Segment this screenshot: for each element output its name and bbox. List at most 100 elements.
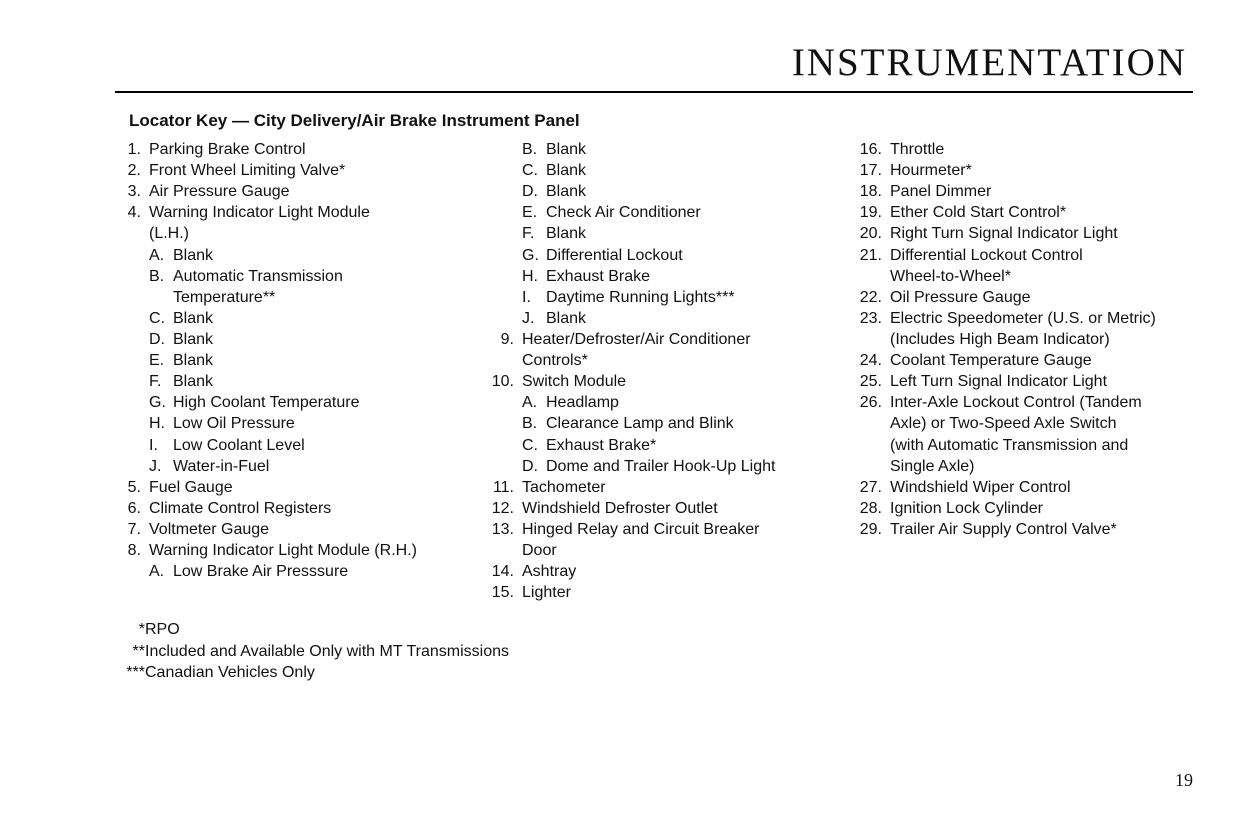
list-item: 11.Tachometer: [488, 477, 838, 498]
subitem-letter: A.: [149, 561, 167, 582]
list-item: A. Headlamp: [488, 392, 838, 413]
list-item: B.Blank: [488, 139, 838, 160]
footnote-mark: *: [115, 619, 145, 640]
item-text: Throttle: [890, 139, 1216, 160]
list-item: C.Blank: [488, 160, 838, 181]
footnote-mark: **: [115, 641, 145, 662]
subitem-text: Low Coolant Level: [173, 435, 470, 456]
subitem-text: Low Brake Air Presssure: [173, 561, 470, 582]
list-item: 28. Ignition Lock Cylinder: [856, 498, 1216, 519]
list-item: Controls*: [488, 350, 838, 371]
list-item: B.Clearance Lamp and Blink: [488, 413, 838, 434]
list-item: J.Water-in-Fuel: [115, 456, 470, 477]
item-number: 17.: [856, 160, 882, 181]
item-text: Fuel Gauge: [149, 477, 470, 498]
list-item: 12.Windshield Defroster Outlet: [488, 498, 838, 519]
list-item: (L.H.): [115, 223, 470, 244]
subitem-letter: I.: [522, 287, 540, 308]
item-text-continuation: Controls*: [522, 350, 838, 371]
item-text: Parking Brake Control: [149, 139, 470, 160]
subitem-text: Headlamp: [546, 392, 838, 413]
list-item: 19.Ether Cold Start Control*: [856, 202, 1216, 223]
list-item: 8.Warning Indicator Light Module (R.H.): [115, 540, 470, 561]
item-number: 4.: [115, 202, 141, 223]
item-text: Hinged Relay and Circuit Breaker: [522, 519, 838, 540]
list-item: E. Blank: [115, 350, 470, 371]
subitem-text: Exhaust Brake*: [546, 435, 838, 456]
list-item: E.Check Air Conditioner: [488, 202, 838, 223]
list-item: H.Low Oil Pressure: [115, 413, 470, 434]
subitem-text: Dome and Trailer Hook-Up Light: [546, 456, 838, 477]
item-text: Coolant Temperature Gauge: [890, 350, 1216, 371]
list-item: 23.Electric Speedometer (U.S. or Metric): [856, 308, 1216, 329]
list-item: Single Axle): [856, 456, 1216, 477]
list-item: Temperature**: [115, 287, 470, 308]
list-item: (with Automatic Transmission and: [856, 435, 1216, 456]
subitem-text: Blank: [173, 308, 470, 329]
item-text-continuation: Wheel-to-Wheel*: [890, 266, 1216, 287]
item-text: Ignition Lock Cylinder: [890, 498, 1216, 519]
item-text: Electric Speedometer (U.S. or Metric): [890, 308, 1216, 329]
subitem-letter: E.: [149, 350, 167, 371]
list-item: 13.Hinged Relay and Circuit Breaker: [488, 519, 838, 540]
list-item: 29.Trailer Air Supply Control Valve*: [856, 519, 1216, 540]
footnote-text: Included and Available Only with MT Tran…: [145, 641, 509, 662]
list-item: 22.Oil Pressure Gauge: [856, 287, 1216, 308]
subitem-text: Blank: [173, 350, 470, 371]
list-item: 20.Right Turn Signal Indicator Light: [856, 223, 1216, 244]
manual-page: INSTRUMENTATION Locator Key — City Deliv…: [0, 0, 1241, 827]
item-number: 18.: [856, 181, 882, 202]
subitem-letter: D.: [522, 181, 540, 202]
item-number: 15.: [488, 582, 514, 603]
footnote-text: RPO: [145, 619, 180, 640]
list-item: 16. Throttle: [856, 139, 1216, 160]
list-item: 9.Heater/Defroster/Air Conditioner: [488, 329, 838, 350]
subitem-text: Check Air Conditioner: [546, 202, 838, 223]
subitem-text: Blank: [546, 139, 838, 160]
item-text: Tachometer: [522, 477, 838, 498]
list-item: J.Blank: [488, 308, 838, 329]
section-title: Locator Key — City Delivery/Air Brake In…: [129, 111, 1193, 131]
footnotes: *RPO**Included and Available Only with M…: [115, 619, 1193, 682]
item-number: 6.: [115, 498, 141, 519]
item-number: 1.: [115, 139, 141, 160]
item-text: Warning Indicator Light Module: [149, 202, 470, 223]
subitem-letter: H.: [149, 413, 167, 434]
list-item: C. Exhaust Brake*: [488, 435, 838, 456]
list-item: 4. Warning Indicator Light Module: [115, 202, 470, 223]
list-item: I. Daytime Running Lights***: [488, 287, 838, 308]
subitem-letter: A.: [522, 392, 540, 413]
item-number: 16.: [856, 139, 882, 160]
subitem-text: Daytime Running Lights***: [546, 287, 838, 308]
item-number: 19.: [856, 202, 882, 223]
item-text: Trailer Air Supply Control Valve*: [890, 519, 1216, 540]
list-item: I.Low Coolant Level: [115, 435, 470, 456]
list-item: G.Differential Lockout: [488, 245, 838, 266]
subitem-letter: H.: [522, 266, 540, 287]
page-header: INSTRUMENTATION: [115, 40, 1193, 93]
item-number: 9.: [488, 329, 514, 350]
list-item: G.High Coolant Temperature: [115, 392, 470, 413]
subitem-letter: C.: [522, 435, 540, 456]
list-item: Wheel-to-Wheel*: [856, 266, 1216, 287]
item-number: 21.: [856, 245, 882, 266]
list-item: (Includes High Beam Indicator): [856, 329, 1216, 350]
list-item: 18.Panel Dimmer: [856, 181, 1216, 202]
item-number: 22.: [856, 287, 882, 308]
list-item: A.Blank: [115, 245, 470, 266]
list-item: 17.Hourmeter*: [856, 160, 1216, 181]
subitem-text: High Coolant Temperature: [173, 392, 470, 413]
item-number: 10.: [488, 371, 514, 392]
item-text: Switch Module: [522, 371, 838, 392]
subitem-text: Water-in-Fuel: [173, 456, 470, 477]
item-number: 7.: [115, 519, 141, 540]
subitem-text: Blank: [173, 245, 470, 266]
item-text: Voltmeter Gauge: [149, 519, 470, 540]
subitem-text: Blank: [173, 329, 470, 350]
item-text: Right Turn Signal Indicator Light: [890, 223, 1216, 244]
list-item: 14.Ashtray: [488, 561, 838, 582]
subitem-text: Blank: [546, 223, 838, 244]
footnote-text: Canadian Vehicles Only: [145, 662, 315, 683]
column-3: 16.Throttle17.Hourmeter*18.Panel Dimmer1…: [856, 139, 1216, 603]
item-number: 28.: [856, 498, 882, 519]
